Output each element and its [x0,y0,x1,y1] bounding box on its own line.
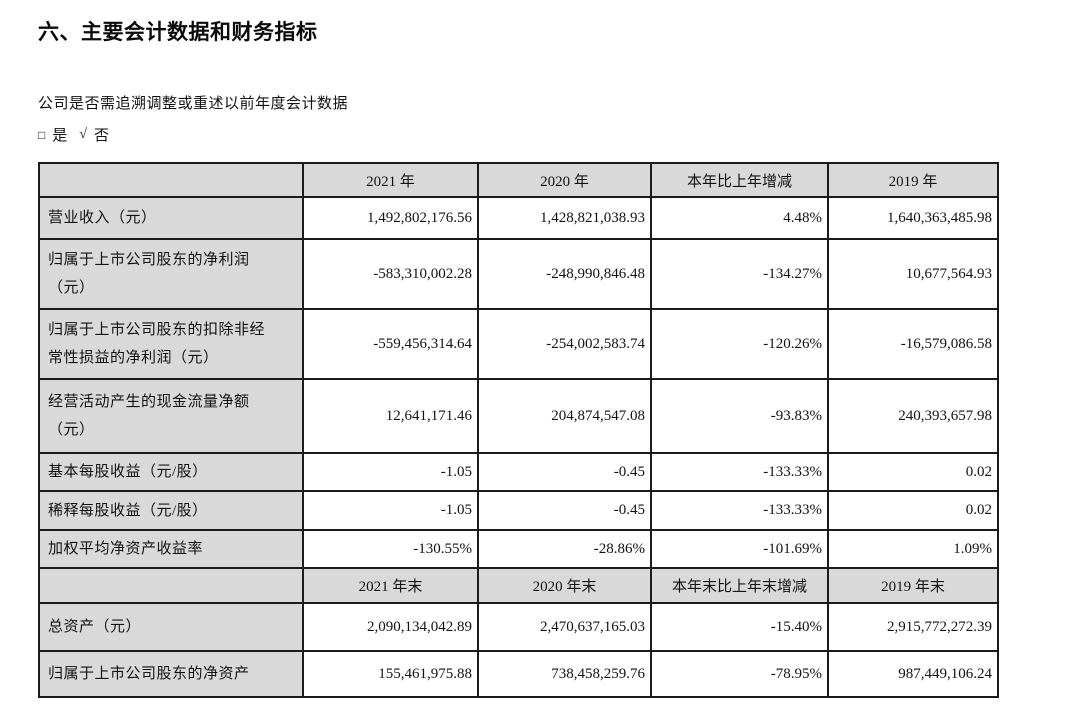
metric-label: 营业收入（元） [38,196,304,240]
yearend-header-2020: 2020 年末 [477,567,652,604]
value-2019: 240,393,657.98 [827,378,999,454]
value-2019: 0.02 [827,452,999,492]
value-change: 4.48% [650,196,829,240]
yearend-header-2021: 2021 年末 [302,567,479,604]
restatement-choice-line: □ 是 √ 否 [38,124,1072,145]
annual-header-2020: 2020 年 [477,162,652,198]
table-row-revenue: 营业收入（元） 1,492,802,176.56 1,428,821,038.9… [38,196,999,240]
value-2020: -248,990,846.48 [477,238,652,310]
yearend-header-blank [38,567,304,604]
value-2020: -254,002,583.74 [477,308,652,380]
value-2020: 1,428,821,038.93 [477,196,652,240]
value-2020: -28.86% [477,529,652,569]
restatement-question: 公司是否需追溯调整或重述以前年度会计数据 [38,96,349,112]
annual-header-blank [38,162,304,198]
value-2020: -0.45 [477,452,652,492]
metric-label: 归属于上市公司股东的扣除非经 常性损益的净利润（元） [38,308,304,380]
value-2021: 1,492,802,176.56 [302,196,479,240]
metric-label: 归属于上市公司股东的净利润 （元） [38,238,304,310]
value-2021: -1.05 [302,452,479,492]
value-2020: 204,874,547.08 [477,378,652,454]
value-2021: 12,641,171.46 [302,378,479,454]
metric-label: 归属于上市公司股东的净资产 [38,650,304,698]
value-2021: 155,461,975.88 [302,650,479,698]
table-row-net-profit: 归属于上市公司股东的净利润 （元） -583,310,002.28 -248,9… [38,238,999,310]
value-2019: 10,677,564.93 [827,238,999,310]
annual-header-row: 2021 年 2020 年 本年比上年增减 2019 年 [38,162,999,198]
table-row-diluted-eps: 稀释每股收益（元/股） -1.05 -0.45 -133.33% 0.02 [38,490,999,531]
value-change: -93.83% [650,378,829,454]
yes-label: 是 [52,128,68,144]
no-label: 否 [93,128,109,144]
value-change: -101.69% [650,529,829,569]
report-page: 六、主要会计数据和财务指标 公司是否需追溯调整或重述以前年度会计数据 □ 是 √… [38,20,1072,698]
table-row-net-profit-excl-nonrecurring: 归属于上市公司股东的扣除非经 常性损益的净利润（元） -559,456,314.… [38,308,999,380]
table-row-operating-cash-flow: 经营活动产生的现金流量净额 （元） 12,641,171.46 204,874,… [38,378,999,454]
value-2019: 1,640,363,485.98 [827,196,999,240]
annual-header-2021: 2021 年 [302,162,479,198]
value-2021: -130.55% [302,529,479,569]
value-2021: -1.05 [302,490,479,531]
financial-indicators-table: 2021 年 2020 年 本年比上年增减 2019 年 营业收入（元） 1,4… [38,162,999,698]
checkmark-icon: √ [79,126,87,142]
value-2021: -583,310,002.28 [302,238,479,310]
value-2019: -16,579,086.58 [827,308,999,380]
value-2019: 0.02 [827,490,999,531]
value-change: -15.40% [650,602,829,652]
page-title: 六、主要会计数据和财务指标 [38,20,318,44]
metric-label: 加权平均净资产收益率 [38,529,304,569]
value-2020: 2,470,637,165.03 [477,602,652,652]
table-row-total-assets: 总资产（元） 2,090,134,042.89 2,470,637,165.03… [38,602,999,652]
table-row-basic-eps: 基本每股收益（元/股） -1.05 -0.45 -133.33% 0.02 [38,452,999,492]
metric-label: 经营活动产生的现金流量净额 （元） [38,378,304,454]
annual-header-2019: 2019 年 [827,162,999,198]
value-change: -78.95% [650,650,829,698]
value-2019: 987,449,106.24 [827,650,999,698]
value-change: -120.26% [650,308,829,380]
table-row-weighted-roe: 加权平均净资产收益率 -130.55% -28.86% -101.69% 1.0… [38,529,999,569]
unchecked-checkbox-icon: □ [38,128,46,142]
value-2021: -559,456,314.64 [302,308,479,380]
value-change: -133.33% [650,490,829,531]
value-2019: 2,915,772,272.39 [827,602,999,652]
yearend-header-2019: 2019 年末 [827,567,999,604]
value-2019: 1.09% [827,529,999,569]
value-change: -133.33% [650,452,829,492]
metric-label: 基本每股收益（元/股） [38,452,304,492]
metric-label: 稀释每股收益（元/股） [38,490,304,531]
annual-header-change: 本年比上年增减 [650,162,829,198]
table-row-net-assets: 归属于上市公司股东的净资产 155,461,975.88 738,458,259… [38,650,999,698]
value-2021: 2,090,134,042.89 [302,602,479,652]
yearend-header-row: 2021 年末 2020 年末 本年末比上年末增减 2019 年末 [38,567,999,604]
metric-label: 总资产（元） [38,602,304,652]
yearend-header-change: 本年末比上年末增减 [650,567,829,604]
value-2020: 738,458,259.76 [477,650,652,698]
value-change: -134.27% [650,238,829,310]
value-2020: -0.45 [477,490,652,531]
